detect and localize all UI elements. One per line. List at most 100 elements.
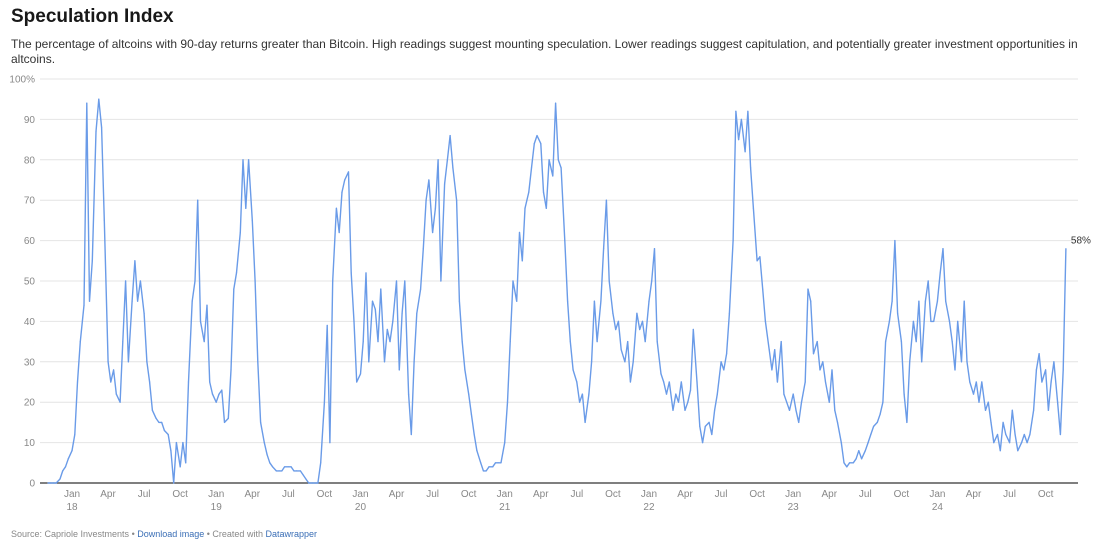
data-point [819,369,821,371]
data-point [482,470,485,472]
data-point [687,401,689,403]
data-point [67,458,69,460]
data-point [115,393,117,395]
data-point [449,134,451,137]
data-point [699,425,701,428]
data-point [894,240,896,242]
data-point [1038,353,1040,355]
data-point [386,328,388,331]
data-point [100,126,103,129]
data-point [564,240,566,242]
data-point [591,361,593,363]
data-point [1035,369,1037,371]
x-tick-label: Jul [859,489,872,500]
data-point [560,167,562,169]
data-point [458,300,460,302]
x-tick-label: Oct [461,489,477,500]
download-image-link[interactable]: Download image [137,529,205,539]
data-point [891,300,893,302]
x-tick-label: Apr [245,489,261,500]
data-point [374,308,376,310]
datawrapper-link[interactable]: Datawrapper [265,529,317,539]
data-point [257,361,259,363]
data-point [855,458,857,460]
data-point [870,433,872,436]
data-point [720,361,722,363]
x-tick-label: Apr [677,489,693,500]
source-text: Source: Capriole Investments [11,529,130,539]
x-tick-label: Apr [389,489,405,500]
data-point [810,300,812,302]
data-point [151,409,153,411]
data-point [1017,450,1019,452]
y-tick-label: 10 [24,438,36,449]
data-point [951,341,953,343]
data-point [735,110,737,112]
data-point [864,450,866,452]
data-point [335,207,338,209]
data-point [651,280,653,282]
data-point [876,421,878,423]
data-point [831,369,833,371]
data-point [771,369,773,371]
data-point [596,341,598,343]
data-point [221,389,223,391]
y-tick-label: 30 [24,357,36,368]
data-point [909,361,911,363]
data-point [173,482,175,484]
footer: Source: Capriole Investments • Download … [11,529,317,539]
x-tick-label: Jul [426,489,439,500]
data-point [389,341,391,343]
x-tick-label: Oct [605,489,621,500]
data-point [732,240,734,242]
data-point [615,328,617,331]
data-point [383,361,386,363]
data-point [524,207,526,209]
data-point [542,191,545,193]
data-point [728,312,730,314]
x-tick-label: Jul [570,489,583,500]
data-point [903,393,905,395]
x-tick-year-label: 24 [932,502,944,513]
x-tick-label: Jul [282,489,295,500]
data-point [999,450,1001,452]
data-point [554,102,557,104]
data-point [428,179,430,181]
data-point [1029,433,1031,436]
data-point [744,151,746,153]
data-point [185,462,187,464]
data-point [867,442,869,444]
end-value-label: 58% [1071,236,1091,247]
data-point [62,470,64,472]
data-point [639,328,641,331]
data-point [713,409,716,411]
data-point [957,320,959,322]
data-point [209,381,211,383]
x-axis: Jan 18 Apr Jul Oct Jan 19 Apr Jul Oct Jan 20 Apr Jul O… [64,489,1054,513]
data-point [762,288,764,290]
data-point [759,256,761,258]
data-point [191,300,193,302]
data-point [1014,433,1016,436]
data-point [572,369,574,371]
data-point [641,320,644,322]
data-point [600,300,602,302]
data-point [269,462,271,464]
data-point [134,260,136,262]
data-point [112,369,115,371]
y-axis: 0 10 20 30 40 50 60 70 80 90 100% [9,75,35,490]
x-tick-label: Jan [929,489,945,500]
data-point [836,421,839,423]
data-point [843,462,845,464]
data-point [858,450,860,452]
data-point [182,442,184,444]
data-point [536,134,538,137]
data-point [521,260,523,262]
data-point [353,320,355,322]
data-point [509,341,511,343]
data-point [624,361,626,363]
data-point [528,191,530,193]
y-tick-label: 100% [9,75,35,86]
data-point [930,320,932,322]
data-point [356,381,358,383]
